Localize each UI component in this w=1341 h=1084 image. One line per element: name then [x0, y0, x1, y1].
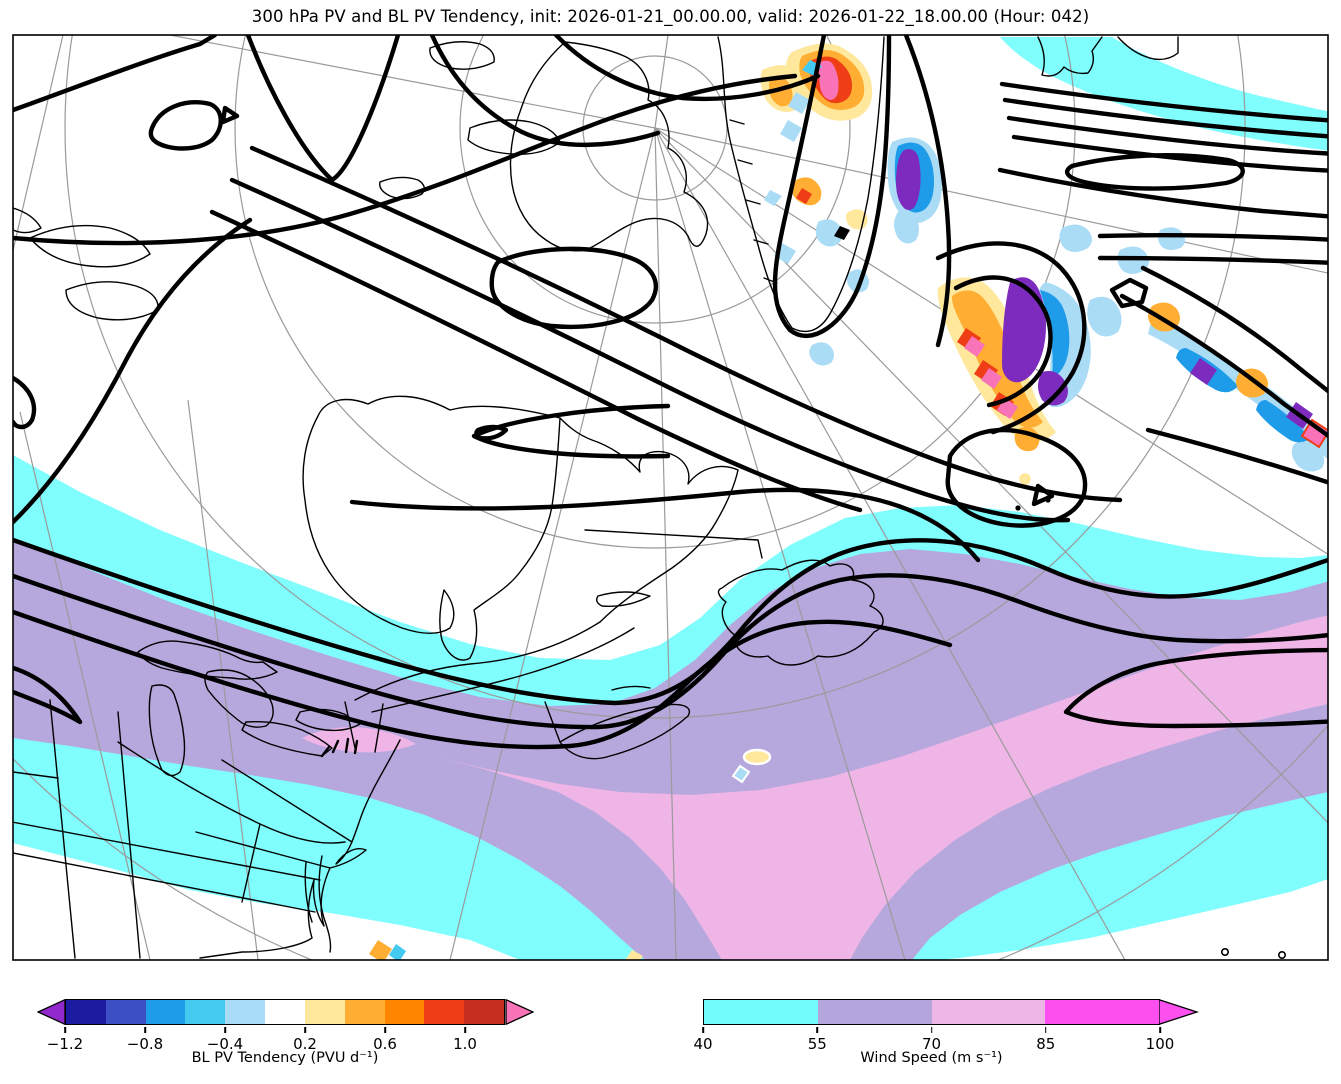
colorbar-tick-label: −0.8 — [126, 1035, 164, 1053]
colorbar-segment — [424, 1000, 465, 1024]
jet-contour-4 — [1063, 647, 1328, 729]
colorbar-segment — [384, 1000, 425, 1024]
colorbar-segment — [225, 1000, 266, 1024]
colorbar-tick — [930, 1027, 933, 1033]
page-title: 300 hPa PV and BL PV Tendency, init: 202… — [251, 7, 1090, 26]
pv-wedge — [471, 403, 671, 459]
colorbar-segment — [464, 1000, 504, 1024]
tick-strokes — [320, 737, 359, 758]
colorbar-segment — [265, 1000, 305, 1024]
colorbar-body — [65, 999, 505, 1025]
pv-loop-small — [148, 100, 223, 151]
pv-oval — [489, 246, 658, 330]
jet-contour-2 — [13, 573, 1328, 730]
colorbar-segment — [185, 1000, 226, 1024]
colorbar-segment — [105, 1000, 146, 1024]
colorbar-tick — [464, 1027, 466, 1033]
colorbar-segment — [66, 1000, 106, 1024]
colorbar-tick-label: 70 — [921, 1035, 942, 1053]
colorbar-tick — [64, 1027, 66, 1033]
hudson-bay — [302, 395, 561, 661]
colorbar-tick — [1044, 1027, 1047, 1033]
colorbar-segment — [931, 1000, 1046, 1024]
colorbar-tick-label: −0.4 — [206, 1035, 244, 1053]
small-circle-marks — [1221, 947, 1287, 959]
lake-huron — [204, 669, 274, 728]
chesapeake-bay — [318, 855, 332, 953]
colorbar-body — [703, 999, 1160, 1025]
colorbar-segment — [817, 1000, 932, 1024]
newfoundland — [717, 559, 884, 666]
jet-contour-3 — [13, 609, 953, 750]
colorbar-tick-label: 0.2 — [293, 1035, 317, 1053]
baffin-island — [509, 41, 709, 252]
colorbar-tick — [304, 1027, 306, 1033]
nova-scotia — [559, 703, 691, 760]
colorbar-segment — [344, 1000, 385, 1024]
greenland-coast — [717, 36, 885, 333]
colorbar-tick-label: 55 — [807, 1035, 827, 1053]
colorbar-tick-label: 1.0 — [453, 1035, 477, 1053]
colorbar-tick — [1159, 1027, 1161, 1033]
colorbar-label: BL PV Tendency (PVU d⁻¹) — [191, 1050, 379, 1066]
colorbar-tick — [816, 1027, 819, 1033]
us-east-coast — [199, 739, 401, 959]
pv-contours — [13, 35, 1328, 750]
lake-ontario — [295, 708, 361, 732]
colorbar-tick-label: 40 — [693, 1035, 713, 1053]
colorbar-tick — [384, 1027, 386, 1033]
colorbar-segment — [704, 1000, 818, 1024]
colorbar-tick — [144, 1027, 146, 1033]
colorbar-segment — [304, 1000, 345, 1024]
colorbar-tick-label: 85 — [1036, 1035, 1056, 1053]
colorbar-segment — [145, 1000, 186, 1024]
map-frame — [12, 34, 1329, 961]
colorbar-tick-label: 100 — [1145, 1035, 1175, 1053]
pv-greenland — [772, 35, 892, 338]
wind-band-pink — [440, 615, 1328, 960]
lake-michigan — [148, 684, 186, 777]
colorbar-right-arrow — [1159, 999, 1199, 1025]
anticosti-island — [595, 591, 651, 607]
colorbar-label: Wind Speed (m s⁻¹) — [860, 1050, 1003, 1066]
jet-contour-1 — [13, 537, 1328, 706]
colorbar-tick — [224, 1027, 226, 1033]
colorbar-segment — [1045, 1000, 1159, 1024]
colorbar-left-arrow — [37, 999, 66, 1025]
colorbar-ticks: −1.2 −0.8 −0.4 0.2 0.6 1.0 — [47, 1027, 505, 1077]
colorbar-tick-label: −1.2 — [46, 1035, 84, 1053]
colorbar-tick — [702, 1027, 704, 1033]
colorbar-right-arrow — [505, 999, 534, 1025]
wind-band-cyan-arctic — [1000, 37, 1328, 151]
coastlines — [13, 36, 1179, 959]
colorbar-tick-label: 0.6 — [373, 1035, 397, 1053]
pv-closed-blob — [945, 427, 1088, 528]
colorbar-ticks: 40 55 70 85 100 — [693, 1027, 1174, 1077]
lake-superior — [137, 640, 278, 680]
